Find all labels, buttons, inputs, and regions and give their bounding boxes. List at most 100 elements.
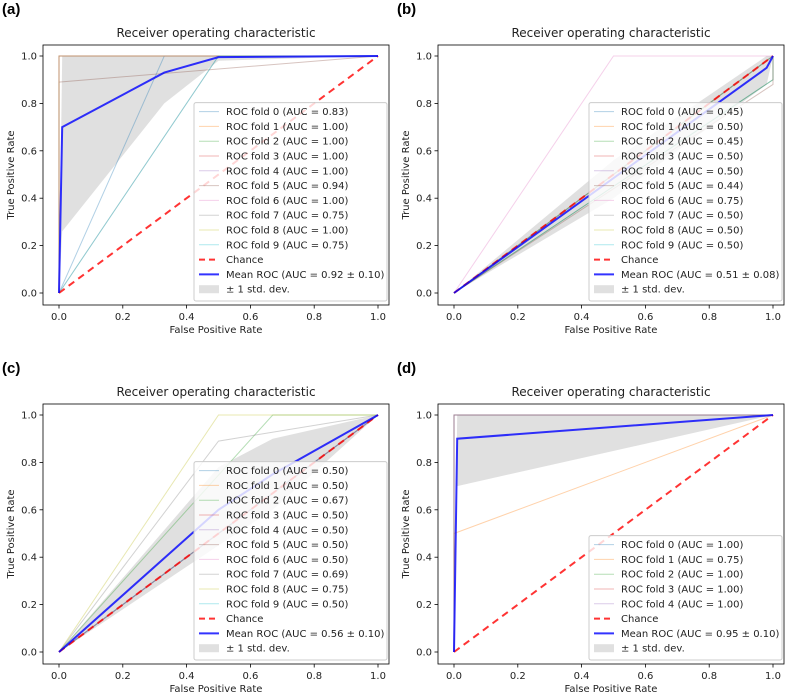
legend-fold-9-label: ROC fold 9 (AUC = 0.75) <box>226 240 349 251</box>
legend: ROC fold 0 (AUC = 0.83) ROC fold 1 (AUC =… <box>193 102 388 302</box>
legend-fold-4-label: ROC fold 4 (AUC = 0.50) <box>226 525 349 536</box>
subplot-d: (d) Receiver operating characteristic 0.0 0… <box>397 360 785 694</box>
x-tick-label: 0.4 <box>179 671 195 682</box>
x-tick-label: 1.0 <box>370 671 386 682</box>
panel-label: (c) <box>2 360 20 377</box>
fold-0-line <box>453 56 774 294</box>
fold-4-line <box>453 414 773 652</box>
y-tick-label: 0.0 <box>416 289 432 300</box>
legend-fold-2-label: ROC fold 2 (AUC = 1.00) <box>226 137 349 148</box>
fold-8-line <box>58 414 378 653</box>
legend-box <box>193 461 388 661</box>
legend-fold-5-label: ROC fold 5 (AUC = 0.44) <box>621 181 744 192</box>
legend-fold-5-label: ROC fold 5 (AUC = 0.94) <box>226 181 349 192</box>
y-tick-label: 0.2 <box>416 241 432 252</box>
x-tick-label: 0.8 <box>306 312 322 323</box>
legend-fold-1-label: ROC fold 1 (AUC = 0.50) <box>226 481 349 492</box>
x-tick-label: 0.6 <box>242 671 258 682</box>
legend-fold-7-label: ROC fold 7 (AUC = 0.50) <box>621 211 744 222</box>
y-tick-label: 0.8 <box>416 99 432 110</box>
legend-fold-0-label: ROC fold 0 (AUC = 0.50) <box>226 466 349 477</box>
legend-fold-6-label: ROC fold 6 (AUC = 1.00) <box>226 196 349 207</box>
legend-fold-5-label: ROC fold 5 (AUC = 0.50) <box>226 540 349 551</box>
x-tick-label: 0.2 <box>510 671 526 682</box>
y-axis-label: True Positive Rate <box>6 489 17 579</box>
legend: ROC fold 0 (AUC = 0.50) ROC fold 1 (AUC =… <box>193 461 388 661</box>
y-axis-label: True Positive Rate <box>401 489 412 579</box>
legend-fold-6-label: ROC fold 6 (AUC = 0.75) <box>621 196 744 207</box>
legend-fold-8-label: ROC fold 8 (AUC = 0.50) <box>621 226 744 237</box>
chart-title: Receiver operating characteristic <box>116 26 315 40</box>
fold-3-line <box>453 414 773 652</box>
y-tick-label: 1.0 <box>416 52 432 63</box>
std-band <box>59 56 378 293</box>
legend-fold-4-label: ROC fold 4 (AUC = 1.00) <box>621 599 744 610</box>
fold-2-line <box>453 414 773 652</box>
legend-fold-3-label: ROC fold 3 (AUC = 1.00) <box>226 152 349 163</box>
chart-title: Receiver operating characteristic <box>511 385 710 399</box>
x-tick-label: 0.4 <box>574 671 590 682</box>
fold-2-line <box>58 414 378 653</box>
x-tick-label: 0.2 <box>115 312 131 323</box>
x-tick-label: 0.4 <box>574 312 590 323</box>
legend-fold-1-label: ROC fold 1 (AUC = 0.50) <box>621 122 744 133</box>
fold-0-line <box>453 414 773 652</box>
legend-chance-label: Chance <box>226 614 263 625</box>
legend-fold-2-label: ROC fold 2 (AUC = 0.45) <box>621 137 744 148</box>
x-tick-label: 0.0 <box>446 312 462 323</box>
legend-fold-4-label: ROC fold 4 (AUC = 1.00) <box>226 166 349 177</box>
legend-fold-0-label: ROC fold 0 (AUC = 1.00) <box>621 540 744 551</box>
x-tick-label: 0.2 <box>115 671 131 682</box>
y-tick-label: 0.4 <box>21 194 37 205</box>
legend-chance-label: Chance <box>621 614 658 625</box>
subplot-c: (c) Receiver operating characteristic 0.0 0… <box>2 360 390 694</box>
fold-5-line <box>58 55 379 293</box>
panel-label: (b) <box>397 1 416 18</box>
y-axis-label: True Positive Rate <box>6 130 17 220</box>
axes-frame <box>42 403 390 665</box>
x-tick-label: 0.8 <box>701 671 717 682</box>
legend-fold-1-label: ROC fold 1 (AUC = 1.00) <box>226 122 349 133</box>
y-tick-label: 0.2 <box>21 600 37 611</box>
axes-frame <box>42 44 390 306</box>
x-axis-label: False Positive Rate <box>170 684 263 694</box>
fold-7-line <box>58 414 379 653</box>
y-tick-label: 0.6 <box>416 146 432 157</box>
legend-band-swatch <box>199 285 219 294</box>
y-tick-label: 0.2 <box>416 600 432 611</box>
axes-frame <box>437 44 785 306</box>
legend-fold-8-label: ROC fold 8 (AUC = 0.75) <box>226 585 349 596</box>
legend-band-label: ± 1 std. dev. <box>226 285 290 296</box>
legend: ROC fold 0 (AUC = 0.45) ROC fold 1 (AUC =… <box>588 102 783 302</box>
legend-fold-3-label: ROC fold 3 (AUC = 0.50) <box>621 152 744 163</box>
y-tick-label: 0.0 <box>21 289 37 300</box>
y-tick-label: 0.4 <box>416 553 432 564</box>
x-axis-label: False Positive Rate <box>565 325 658 336</box>
mean-roc-line <box>453 55 774 294</box>
legend-box <box>193 102 388 302</box>
panel-label: (d) <box>397 360 416 377</box>
legend-fold-3-label: ROC fold 3 (AUC = 1.00) <box>621 585 744 596</box>
x-tick-label: 1.0 <box>765 312 781 323</box>
legend-chance-label: Chance <box>621 255 658 266</box>
x-tick-label: 0.0 <box>51 671 67 682</box>
legend-fold-7-label: ROC fold 7 (AUC = 0.75) <box>226 211 349 222</box>
legend-mean-label: Mean ROC (AUC = 0.51 ± 0.08) <box>621 270 779 281</box>
y-tick-label: 1.0 <box>21 411 37 422</box>
x-axis-label: False Positive Rate <box>565 684 658 694</box>
mean-roc-line <box>58 55 379 294</box>
y-tick-label: 0.0 <box>21 648 37 659</box>
legend-chance-label: Chance <box>226 255 263 266</box>
fold-6-line <box>453 55 773 294</box>
y-tick-label: 0.0 <box>416 648 432 659</box>
legend-fold-4-label: ROC fold 4 (AUC = 0.50) <box>621 166 744 177</box>
y-tick-label: 0.6 <box>416 505 432 516</box>
legend-fold-9-label: ROC fold 9 (AUC = 0.50) <box>226 599 349 610</box>
x-tick-label: 0.8 <box>701 312 717 323</box>
legend-fold-0-label: ROC fold 0 (AUC = 0.83) <box>226 107 349 118</box>
panel-label: (a) <box>2 1 20 18</box>
x-tick-label: 0.8 <box>306 671 322 682</box>
legend-fold-1-label: ROC fold 1 (AUC = 0.75) <box>621 555 744 566</box>
legend-box <box>588 102 783 302</box>
